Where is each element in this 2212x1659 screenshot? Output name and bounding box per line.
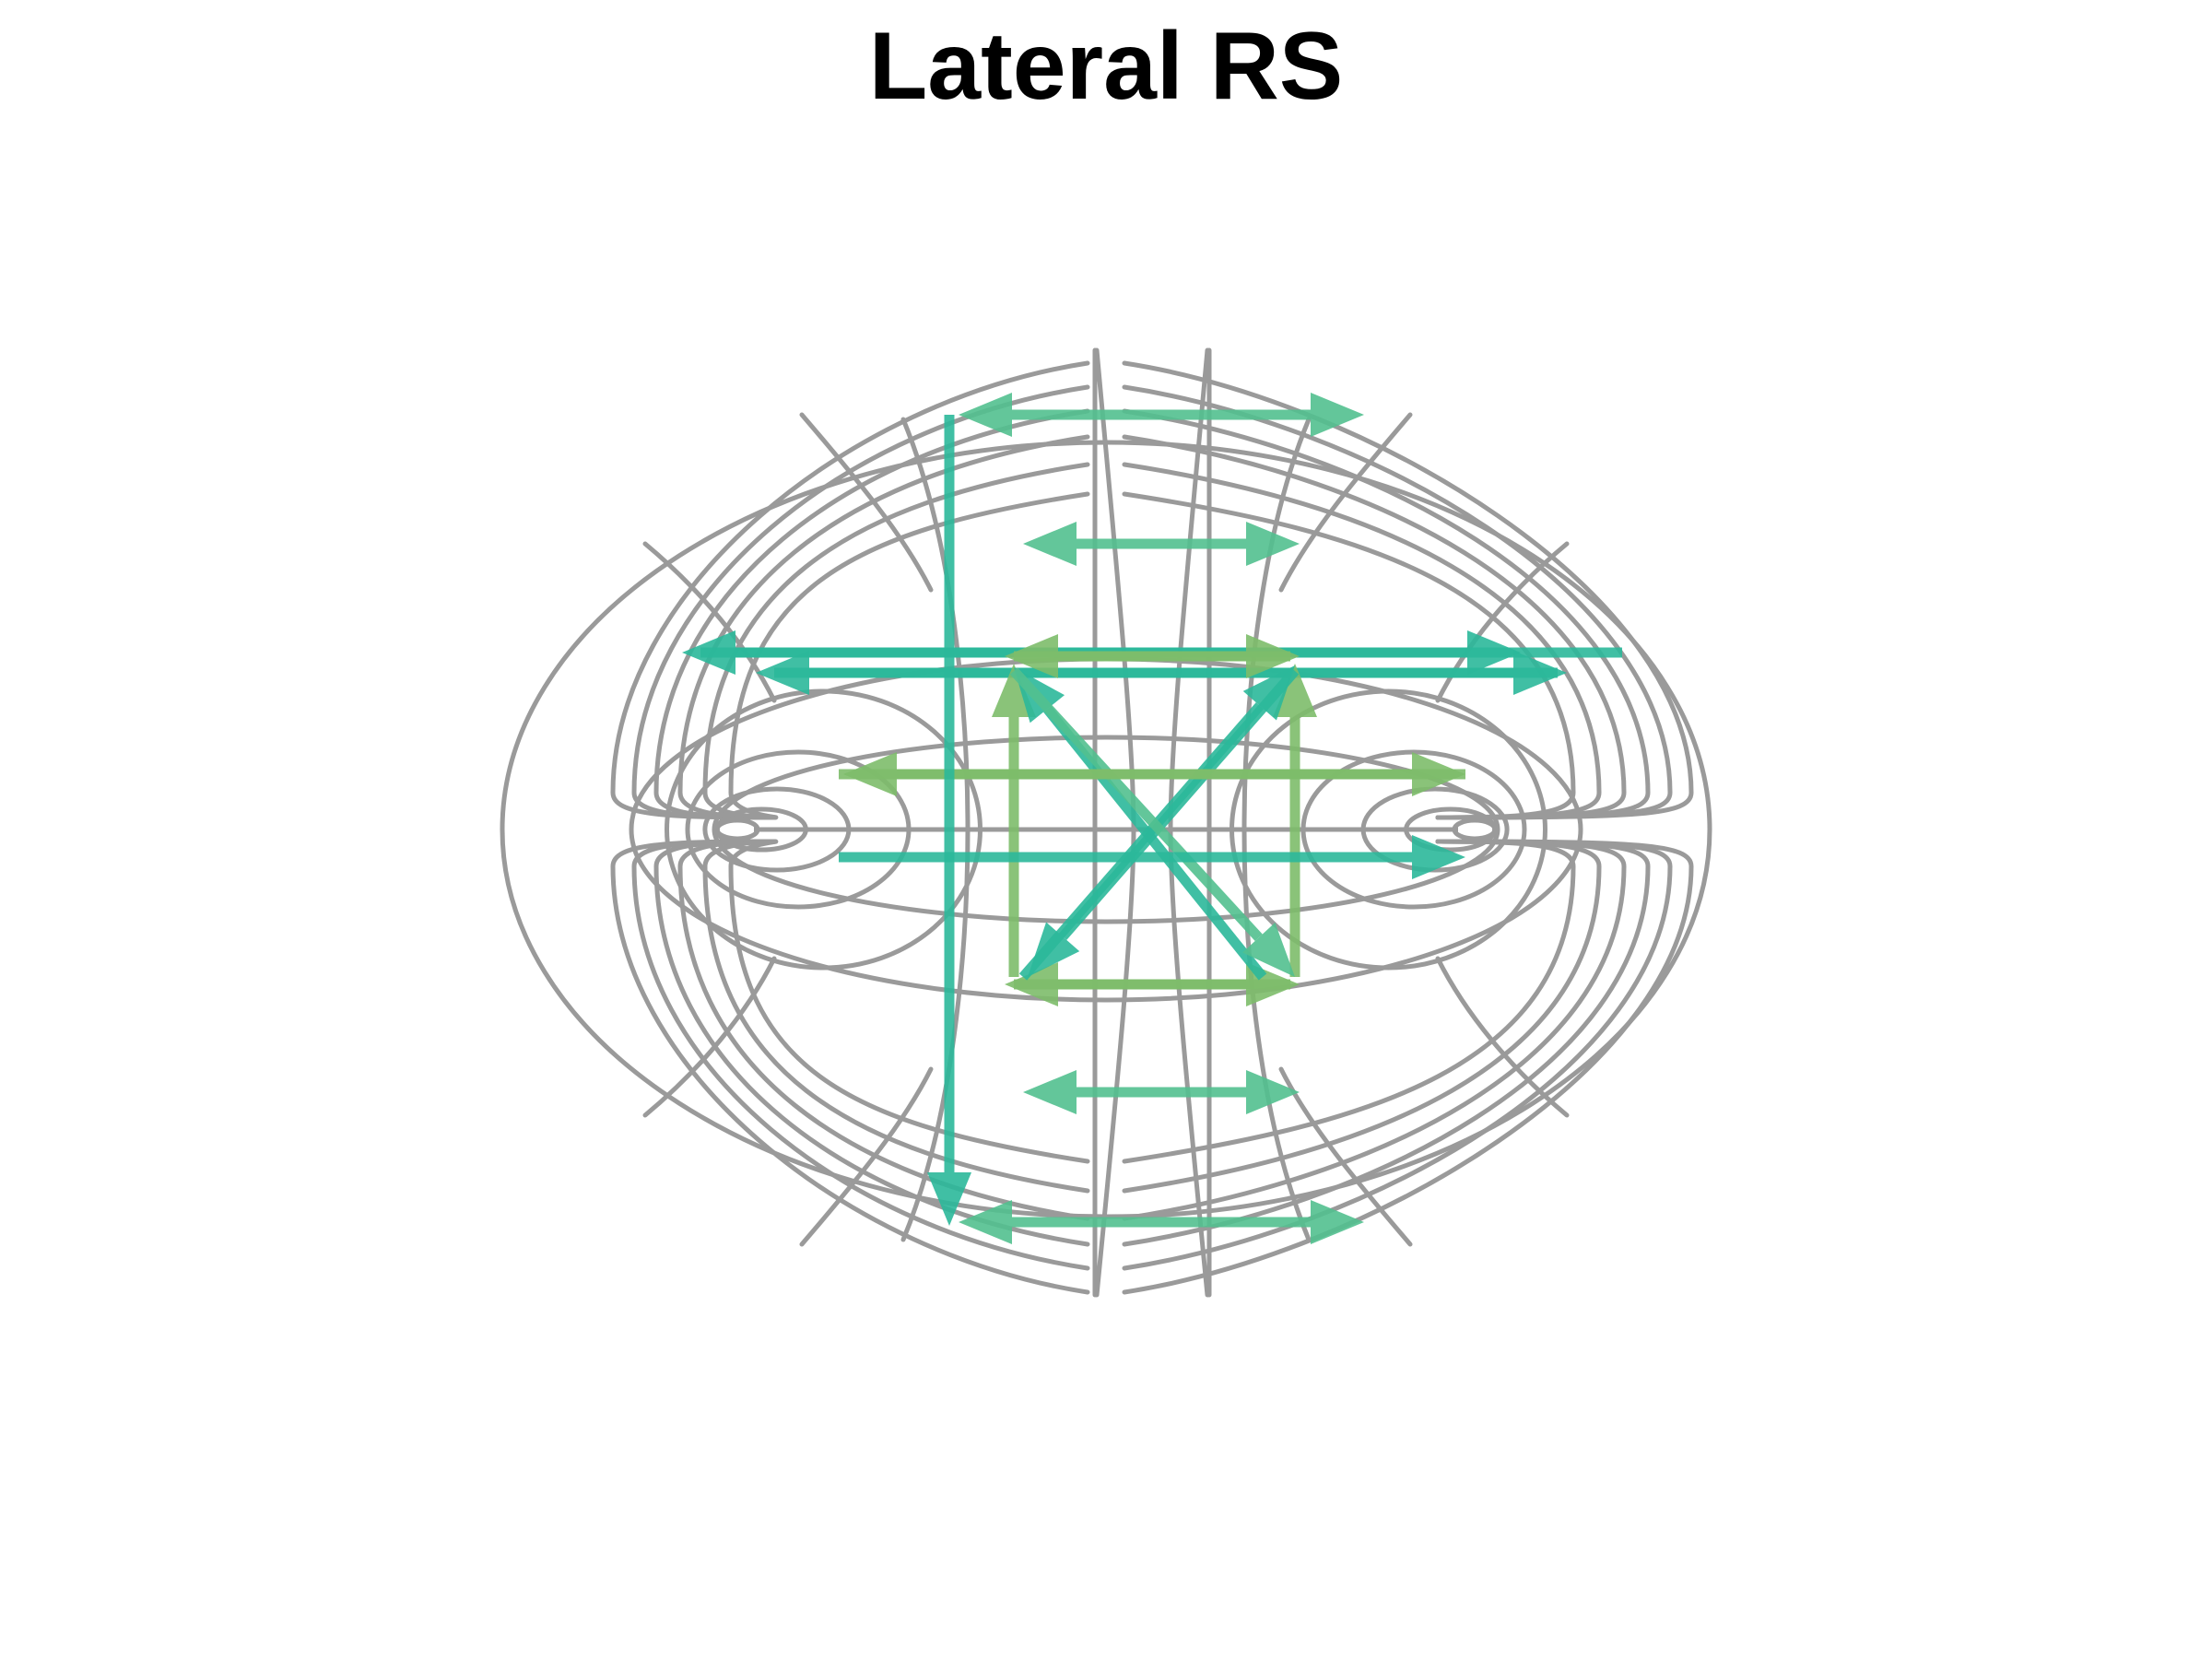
field-line-lower-right <box>1122 839 1627 1221</box>
field-ellipse-3 <box>712 735 1500 924</box>
figure-title: Lateral RS <box>868 13 1344 120</box>
field-line-upper-right <box>1122 434 1627 820</box>
arrow-head <box>1412 835 1465 879</box>
field-line-lower-right <box>1122 839 1576 1164</box>
field-meridian-8 <box>799 1066 934 1247</box>
arrow-diagonal-to-bottom-left <box>1028 667 1300 977</box>
arrow-head <box>756 651 809 695</box>
field-line-upper-right <box>1122 491 1576 820</box>
arrow-lower-middle-row-right <box>839 835 1465 879</box>
arrow-network <box>682 393 1622 1244</box>
field-line-upper-left <box>631 384 1090 820</box>
field-meridian-5 <box>1278 412 1413 593</box>
right-pole-loop <box>1452 818 1498 841</box>
arrow-second-row-right <box>1198 522 1300 566</box>
arrow-head <box>959 1200 1012 1244</box>
arrow-head <box>1246 522 1300 566</box>
left-pole-ring-2 <box>702 786 852 873</box>
arrow-head <box>1467 630 1521 675</box>
field-line-lower-left <box>610 839 1090 1295</box>
arrow-head <box>1273 664 1317 717</box>
arrow-head <box>1311 1200 1364 1244</box>
arrow-top-row-left <box>959 393 1198 437</box>
arrow-head <box>1246 634 1300 678</box>
arrow-top-row-right <box>1198 393 1364 437</box>
field-meridian-4 <box>1168 347 1210 1298</box>
field-grid <box>500 347 1712 1298</box>
left-pole-loop <box>714 818 760 841</box>
arrow-head <box>927 1172 971 1226</box>
arrow-third-row-left-inner <box>756 651 1558 695</box>
arrow-diagonal-to-bottom-right <box>1009 667 1295 977</box>
arrow-head <box>843 752 897 796</box>
right-pole-ring-4 <box>1230 688 1547 971</box>
arrow-square-top-right <box>1014 634 1300 678</box>
arrow-lower-row-right <box>1198 1070 1300 1114</box>
arrow-bottom-row-left <box>959 1200 1198 1244</box>
arrow-lower-row-left <box>1023 1070 1198 1114</box>
arrow-shaft <box>1059 667 1300 940</box>
arrow-head <box>1028 922 1080 977</box>
arrow-head <box>1023 522 1077 566</box>
arrow-second-row-left <box>1023 522 1198 566</box>
field-meridian-11 <box>1435 956 1570 1118</box>
field-line-lower-left <box>631 839 1090 1271</box>
arrow-shaft <box>1009 667 1263 942</box>
field-meridian-12 <box>642 956 777 1118</box>
field-meridian-3 <box>1094 347 1136 1298</box>
arrow-head <box>959 393 1012 437</box>
field-line-upper-left <box>610 360 1090 820</box>
left-pole-ring-3 <box>685 749 912 910</box>
arrow-head <box>1246 1070 1300 1114</box>
field-meridian-9 <box>1435 541 1570 703</box>
arrow-head <box>1023 1070 1077 1114</box>
arrow-bottom-row-right <box>1198 1200 1364 1244</box>
field-meridian-6 <box>799 412 934 593</box>
right-pole-ring-1 <box>1404 806 1498 853</box>
arrow-middle-row-left <box>843 752 1465 796</box>
arrow-square-right-up <box>1273 664 1317 977</box>
left-pole-ring-4 <box>665 688 982 971</box>
arrow-head <box>1311 393 1364 437</box>
field-line-upper-right <box>1122 462 1602 820</box>
left-pole-ring-1 <box>714 806 808 853</box>
arrow-left-vertical-down <box>927 415 971 1226</box>
right-pole-ring-2 <box>1360 786 1510 873</box>
field-line-lower-right <box>1122 839 1602 1194</box>
field-line-lower-left <box>728 839 1090 1164</box>
arrow-head <box>1242 923 1295 977</box>
field-meridian-10 <box>642 541 777 703</box>
field-meridian-1 <box>900 417 971 1242</box>
right-pole-ring-3 <box>1300 749 1527 910</box>
